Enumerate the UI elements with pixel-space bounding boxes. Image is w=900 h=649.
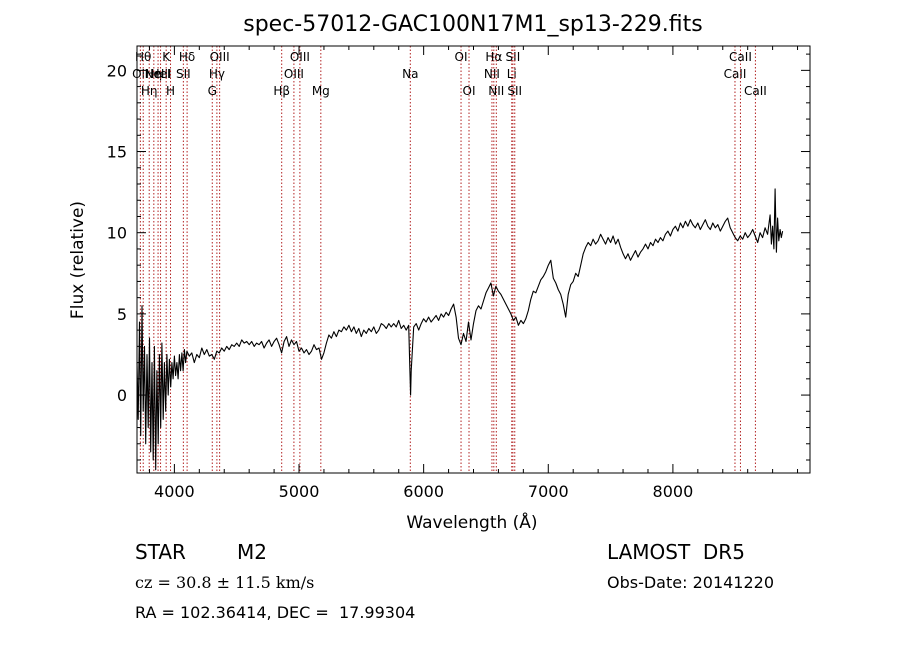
spectral-line-label: CaII (724, 67, 747, 81)
spectral-line-label: Mg (312, 84, 330, 98)
spectral-line-label: OIII (284, 67, 304, 81)
spectral-line-label: CaII (729, 50, 752, 64)
y-tick-label: 0 (117, 386, 127, 405)
spectral-line-label: OIII (210, 50, 230, 64)
object-subclass: M2 (237, 540, 267, 564)
spectral-line-label: Hβ (273, 84, 290, 98)
y-tick-label: 15 (107, 143, 127, 162)
x-tick-label: 4000 (154, 482, 195, 501)
x-axis-label: Wavelength (Å) (406, 511, 537, 533)
plot-frame (136, 45, 811, 474)
flux-spectrum-line (136, 188, 784, 471)
spectral-line-label: OI (455, 50, 468, 64)
spectral-line-label: Hα (485, 50, 502, 64)
spectral-line-label: Hγ (209, 67, 225, 81)
spectral-line-label: Li (507, 67, 517, 81)
spectral-line-label: OI (463, 84, 476, 98)
spectral-line-label: OIII (290, 50, 310, 64)
spectral-line-label: H (166, 84, 175, 98)
spectral-line-label: SII (176, 67, 191, 81)
x-tick-label: 8000 (653, 482, 694, 501)
y-tick-label: 20 (107, 61, 127, 80)
y-axis-label: Flux (relative) (68, 201, 88, 319)
spectral-line-label: NeIII (145, 67, 172, 81)
observation-date: Obs-Date: 20141220 (607, 573, 775, 592)
survey-release: LAMOST DR5 (607, 540, 745, 564)
spectral-line-label: G (208, 84, 217, 98)
y-tick-label: 10 (107, 224, 127, 243)
y-tick-label: 5 (117, 305, 127, 324)
spectral-line-label: K (162, 50, 171, 64)
spectral-line-label: NII (488, 84, 504, 98)
spectral-line-label: Hδ (179, 50, 195, 64)
chart-title: spec-57012-GAC100N17M1_sp13-229.fits (243, 12, 703, 37)
spectral-line-label: Hη (141, 84, 158, 98)
redshift-velocity: cz = 30.8 ± 11.5 km/s (135, 573, 315, 592)
spectral-line-label: SII (506, 50, 521, 64)
object-class: STAR (135, 540, 186, 564)
spectral-line-label: SII (507, 84, 522, 98)
spectral-line-label: Hθ (135, 50, 151, 64)
coordinates: RA = 102.36414, DEC = 17.99304 (135, 603, 416, 622)
x-tick-label: 5000 (279, 482, 320, 501)
spectral-line-label: NII (484, 67, 500, 81)
spectral-line-label: Na (402, 67, 418, 81)
x-tick-label: 7000 (528, 482, 569, 501)
spectral-line-label: HeI (151, 67, 171, 81)
x-tick-label: 6000 (403, 482, 444, 501)
spectral-line-label: CaII (744, 84, 767, 98)
